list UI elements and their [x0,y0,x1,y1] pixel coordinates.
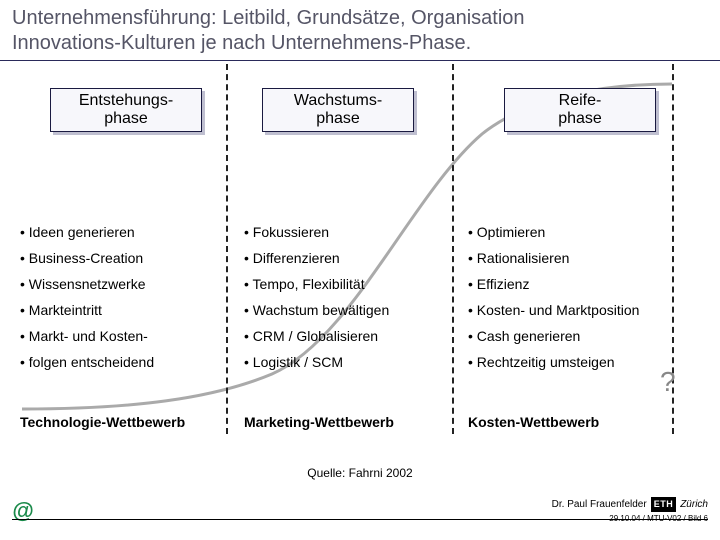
eth-logo: ETH [651,497,677,512]
question-mark: ? [660,366,676,398]
footer-right: Dr. Paul Frauenfelder ETH Zürich 29.10.0… [552,497,708,526]
list-item: Effizienz [468,276,688,292]
phase-box-wachstum: Wachstums- phase [262,88,414,132]
list-item: Tempo, Flexibilität [244,276,464,292]
list-item: Rechtzeitig umsteigen [468,354,688,370]
bullets-col2: Fokussieren Differenzieren Tempo, Flexib… [244,224,464,380]
list-item: Cash generieren [468,328,688,344]
phase-box-reife: Reife- phase [504,88,656,132]
slide-title: Unternehmensführung: Leitbild, Grundsätz… [0,0,720,61]
list-item: Fokussieren [244,224,464,240]
title-line2: Innovations-Kulturen je nach Unternehmen… [12,32,471,54]
chart-area: Entstehungs- phase Wachstums- phase Reif… [12,64,708,434]
list-item: Optimieren [468,224,688,240]
source-text: Quelle: Fahrni 2002 [0,466,720,480]
phase-box-entstehung: Entstehungs- phase [50,88,202,132]
phase-label-3: Reife- phase [558,92,602,129]
list-item: Kosten- und Marktposition [468,302,688,318]
date-info: 29.10.04 / MTU-V02 / Bild 6 [609,514,708,523]
list-item: Markteintritt [20,302,240,318]
list-item: Wissensnetzwerke [20,276,240,292]
list-item: CRM / Globalisieren [244,328,464,344]
list-item: Rationalisieren [468,250,688,266]
competition-label-1: Technologie-Wettbewerb [20,414,185,430]
list-item: Wachstum bewältigen [244,302,464,318]
title-line1: Unternehmensführung: Leitbild, Grundsätz… [12,7,525,29]
list-item: folgen entscheidend [20,354,240,370]
phase-label-2: Wachstums- phase [294,92,382,129]
competition-label-2: Marketing-Wettbewerb [244,414,394,430]
list-item: Differenzieren [244,250,464,266]
list-item: Logistik / SCM [244,354,464,370]
competition-label-3: Kosten-Wettbewerb [468,414,599,430]
zurich-text: Zürich [680,498,708,512]
author-text: Dr. Paul Frauenfelder [552,498,647,512]
bullets-col3: Optimieren Rationalisieren Effizienz Kos… [468,224,688,380]
list-item: Business-Creation [20,250,240,266]
bullets-col1: Ideen generieren Business-Creation Wisse… [20,224,240,380]
footer: Dr. Paul Frauenfelder ETH Zürich 29.10.0… [12,519,708,526]
list-item: Ideen generieren [20,224,240,240]
phase-label-1: Entstehungs- phase [79,92,173,129]
list-item: Markt- und Kosten- [20,328,240,344]
